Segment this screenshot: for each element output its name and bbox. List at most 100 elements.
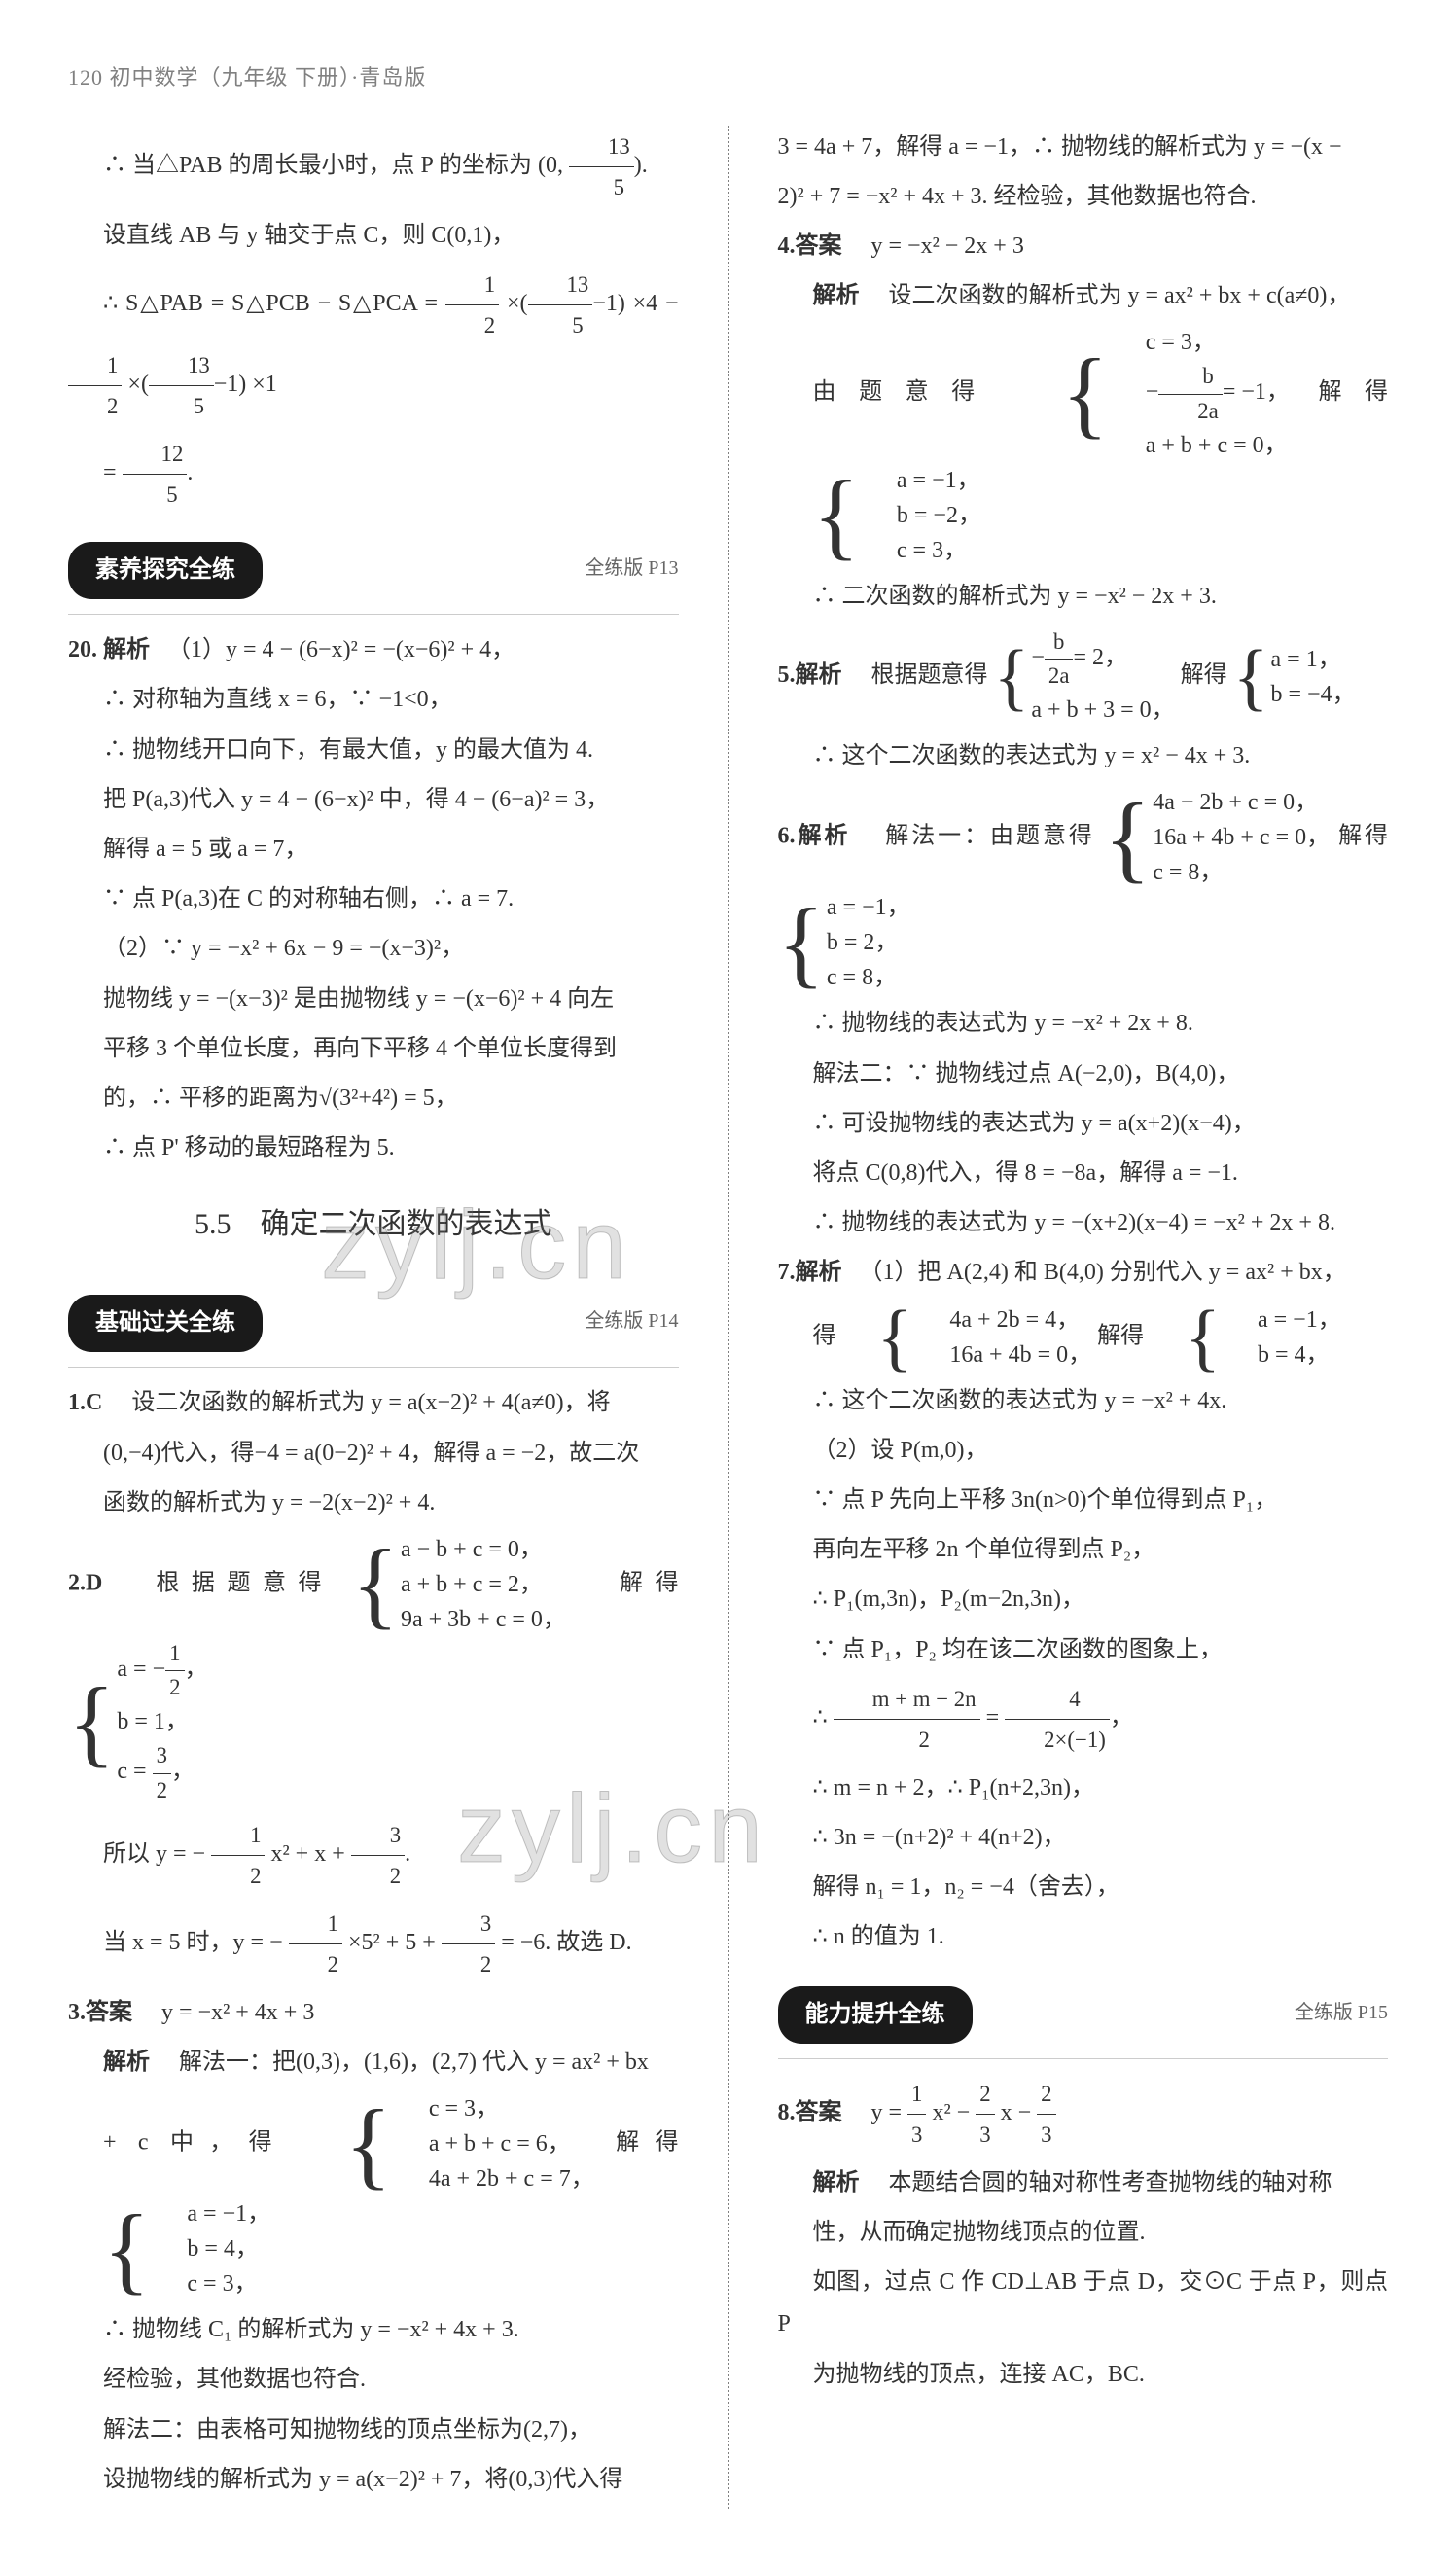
text-line: 3 = 4a + 7，解得 a = −1，∴ 抛物线的解析式为 y = −(x … [778, 126, 1389, 168]
text-line: ∴ 当△PAB 的周长最小时，点 P 的坐标为 (0, 13 5 ). [68, 126, 679, 207]
text-line: ∴ 抛物线的表达式为 y = −(x+2)(x−4) = −x² + 2x + … [778, 1202, 1389, 1244]
equation-system: { a = −12， b = 1， c = 32， [68, 1637, 208, 1807]
equation-system: { a = 1， b = −4， [1233, 642, 1356, 712]
text-line: 解析 设二次函数的解析式为 y = ax² + bx + c(a≠0)， [778, 275, 1389, 317]
text-line: （2）∵ y = −x² + 6x − 9 = −(x−3)²， [68, 928, 679, 970]
equation-system: { a − b + c = 0， a + b + c = 2， 9a + 3b … [352, 1532, 566, 1637]
text-line: ∴ 3n = −(n+2)² + 4(n+2)， [778, 1817, 1389, 1859]
q-num: 6.解析 [778, 824, 851, 849]
text-line: ∴ S△PAB = S△PCB − S△PCA = 12 ×(135−1) ×4… [68, 265, 679, 426]
text-line: 设直线 AB 与 y 轴交于点 C，则 C(0,1)， [68, 215, 679, 257]
text-line: = 125. [68, 434, 679, 515]
text-line: 解析 解法一：把(0,3)，(1,6)，(2,7) 代入 y = ax² + b… [68, 2042, 679, 2084]
section-pill: 能力提升全练 [778, 1986, 973, 2044]
page-ref: 全练版 P15 [1295, 1995, 1388, 2030]
text-line: 把 P(a,3)代入 y = 4 − (6−x)² 中，得 4 − (6−a)²… [68, 779, 679, 821]
text-line: 7.解析 （1）把 A(2,4) 和 B(4,0) 分别代入 y = ax² +… [778, 1252, 1389, 1294]
text-line: 解得 n₁ = 1，n₂ = −4（舍去）， [778, 1867, 1389, 1908]
text-line: 将点 C(0,8)代入，得 8 = −8a，解得 a = −1. [778, 1153, 1389, 1194]
text-line: 解得 a = 5 或 a = 7， [68, 829, 679, 871]
text-line: ∴ 对称轴为直线 x = 6，∵ −1<0， [68, 679, 679, 721]
section-row: 能力提升全练 全练版 P15 [778, 1967, 1389, 2059]
text-line: 8.答案 y = 13 x² − 23 x − 23 [778, 2074, 1389, 2155]
text-line: 6.解析 解法一：由题意得 { 4a − 2b + c = 0， 16a + 4… [778, 785, 1389, 995]
text-line: 函数的解析式为 y = −2(x−2)² + 4. [68, 1482, 679, 1524]
text-line: ∴ 这个二次函数的表达式为 y = x² − 4x + 3. [778, 735, 1389, 777]
page-header: 120 初中数学（九年级 下册）·青岛版 [68, 58, 1388, 97]
text-line: ∵ 点 P(a,3)在 C 的对称轴右侧，∴ a = 7. [68, 878, 679, 920]
text-line: 解法二：∵ 抛物线过点 A(−2,0)，B(4,0)， [778, 1053, 1389, 1095]
fraction: 135 [528, 265, 593, 345]
column-divider [728, 126, 729, 2509]
equation-system: { −b2a= 2， a + b + 3 = 0， [994, 625, 1175, 728]
text-line: 1.C 设二次函数的解析式为 y = a(x−2)² + 4(a≠0)，将 [68, 1382, 679, 1424]
page-number: 120 [68, 65, 103, 89]
text-line: 性，从而确定抛物线顶点的位置. [778, 2212, 1389, 2254]
text-line: 设抛物线的解析式为 y = a(x−2)² + 7，将(0,3)代入得 [68, 2459, 679, 2501]
fraction: 12 [68, 345, 122, 426]
left-column: ∴ 当△PAB 的周长最小时，点 P 的坐标为 (0, 13 5 ). 设直线 … [68, 126, 679, 2509]
section-pill: 素养探究全练 [68, 542, 263, 599]
text-line: （2）设 P(m,0)， [778, 1430, 1389, 1472]
equation-system: { 4a + 2b = 4， 16a + 4b = 0， [842, 1302, 1092, 1373]
q-num: 1.C [68, 1390, 102, 1415]
book-title: 初中数学（九年级 下册）·青岛版 [110, 65, 427, 89]
label: 解析 [813, 283, 860, 308]
q-num: 2.D [68, 1571, 102, 1596]
text-line: 2)² + 7 = −x² + 4x + 3. 经检验，其他数据也符合. [778, 176, 1389, 218]
fraction: 13 5 [569, 126, 634, 207]
text-line: ∴ 二次函数的解析式为 y = −x² − 2x + 3. [778, 576, 1389, 618]
text-line: 得 { 4a + 2b = 4， 16a + 4b = 0， 解得 { a = … [778, 1302, 1389, 1373]
q-num: 5.解析 [778, 662, 842, 688]
text-line: 平移 3 个单位长度，再向下平移 4 个单位长度得到 [68, 1028, 679, 1070]
text-line: 经检验，其他数据也符合. [68, 2359, 679, 2401]
text-line: ∴ 这个二次函数的表达式为 y = −x² + 4x. [778, 1380, 1389, 1422]
text-line: 20. 解析 （1）y = 4 − (6−x)² = −(x−6)² + 4， [68, 629, 679, 671]
text-line: ∴ m = n + 2，∴ P₁(n+2,3n)， [778, 1767, 1389, 1809]
text-line: 所以 y = − 12 x² + x + 32. [68, 1815, 679, 1896]
text-line: ∵ 点 P₁，P₂ 均在该二次函数的图象上， [778, 1629, 1389, 1671]
equation-system: { a = −1， b = 4， [1150, 1302, 1341, 1373]
page-ref: 全练版 P14 [585, 1303, 678, 1338]
text-line: ∴ n 的值为 1. [778, 1916, 1389, 1958]
q-num: 7.解析 [778, 1260, 842, 1285]
text-line: 2.D 根据题意得 { a − b + c = 0， a + b + c = 2… [68, 1532, 679, 1807]
text-line: (0,−4)代入，得−4 = a(0−2)² + 4，解得 a = −2，故二次 [68, 1433, 679, 1475]
chapter-title: 5.5 确定二次函数的表达式 [68, 1198, 679, 1251]
fraction: 12 [445, 265, 499, 345]
text-line: 5.解析 根据题意得 { −b2a= 2， a + b + 3 = 0， 解得 … [778, 625, 1389, 728]
big-paren: ) [634, 153, 642, 178]
section-row: 基础过关全练 全练版 P14 [68, 1275, 679, 1368]
text-line: ∴ m + m − 2n2 = 42×(−1)， [778, 1679, 1389, 1760]
section-pill: 基础过关全练 [68, 1295, 263, 1352]
text-line: 解析 本题结合圆的轴对称性考查抛物线的轴对称 [778, 2162, 1389, 2204]
q-num: 20. 解析 [68, 637, 150, 662]
text-line: ∴ P₁(m,3n)，P₂(m−2n,3n)， [778, 1579, 1389, 1621]
text-line: 3.答案 y = −x² + 4x + 3 [68, 1992, 679, 2034]
two-column-layout: ∴ 当△PAB 的周长最小时，点 P 的坐标为 (0, 13 5 ). 设直线 … [68, 126, 1388, 2509]
right-column: 3 = 4a + 7，解得 a = −1，∴ 抛物线的解析式为 y = −(x … [778, 126, 1389, 2509]
big-paren: ( [538, 153, 546, 178]
fraction: 135 [149, 345, 214, 426]
q-num: 4.答案 [778, 233, 842, 259]
text-line: ∴ 点 P' 移动的最短路程为 5. [68, 1127, 679, 1169]
text-line: ∴ 可设抛物线的表达式为 y = a(x+2)(x−4)， [778, 1103, 1389, 1145]
label: 解析 [813, 2170, 860, 2195]
equation-system: { c = 3， −b2a= −1， a + b + c = 0， [1026, 325, 1290, 462]
text-line: ∴ 抛物线的表达式为 y = −x² + 2x + 8. [778, 1003, 1389, 1045]
text-line: ∴ 抛物线开口向下，有最大值，y 的最大值为 4. [68, 730, 679, 771]
equation-system: { c = 3， a + b + c = 6， 4a + 2b + c = 7， [309, 2091, 593, 2196]
text-line: + c 中，得 { c = 3， a + b + c = 6， 4a + 2b … [68, 2091, 679, 2301]
page-ref: 全练版 P13 [585, 551, 678, 586]
text-line: 由题意得 { c = 3， −b2a= −1， a + b + c = 0， 解… [778, 325, 1389, 567]
text-line: 如图，过点 C 作 CD⊥AB 于点 D，交⊙C 于点 P，则点 P [778, 2262, 1389, 2345]
q-num: 8.答案 [778, 2100, 842, 2125]
text-line: 当 x = 5 时，y = − 12 ×5² + 5 + 32 = −6. 故选… [68, 1904, 679, 1984]
text-line: 抛物线 y = −(x−3)² 是由抛物线 y = −(x−6)² + 4 向左 [68, 979, 679, 1020]
text-line: 解法二：由表格可知抛物线的顶点坐标为(2,7)， [68, 2409, 679, 2451]
text-line: 为抛物线的顶点，连接 AC，BC. [778, 2354, 1389, 2396]
equation-system: { 4a − 2b + c = 0， 16a + 4b + c = 0， c =… [1104, 785, 1330, 890]
equation-system: { a = −1， b = 2， c = 8， [778, 890, 910, 995]
label: 解析 [103, 2050, 150, 2075]
text-line: 再向左平移 2n 个单位得到点 P₂， [778, 1529, 1389, 1571]
